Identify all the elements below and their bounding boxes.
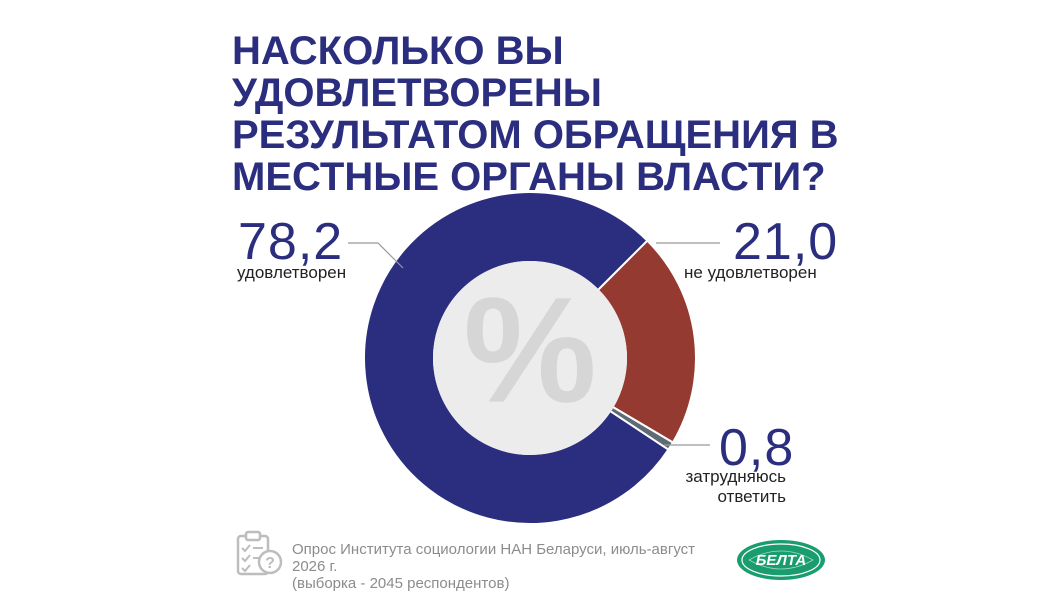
value-label-undecided: 0,8 [719,419,795,477]
title-line-1: НАСКОЛЬКО ВЫ УДОВЛЕТВОРЕНЫ [232,29,602,115]
percent-icon: % [463,266,596,434]
value-label-satisfied: 78,2 [238,213,344,271]
donut-slices [363,191,697,525]
chart-title: НАСКОЛЬКО ВЫ УДОВЛЕТВОРЕНЫ РЕЗУЛЬТАТОМ О… [232,30,872,198]
category-label-undecided-line-2: ответить [717,487,786,506]
category-label-undecided: затрудняюсь ответить [676,467,786,507]
donut-hole [433,261,627,455]
survey-checklist-icon: ? [236,530,283,576]
leader-lines [348,242,720,446]
value-label-unsatisfied: 21,0 [733,213,839,271]
source-note: Опрос Института социологии НАН Беларуси,… [292,541,732,592]
title-line-3: МЕСТНЫЕ ОРГАНЫ ВЛАСТИ? [232,155,826,199]
category-label-satisfied: удовлетворен [237,263,347,282]
source-line-1: Опрос Института социологии НАН Беларуси,… [292,541,696,575]
leader-line-satisfied [348,242,404,269]
logo-text: БЕЛТА [756,552,807,569]
source-line-2: (выборка - 2045 респондентов) [292,575,510,592]
category-label-undecided-line-1: затрудняюсь [685,467,786,486]
belta-logo: БЕЛТА [737,540,825,580]
svg-text:?: ? [265,555,275,572]
category-label-unsatisfied: не удовлетворен [684,263,817,282]
title-line-2: РЕЗУЛЬТАТОМ ОБРАЩЕНИЯ В [232,113,839,157]
